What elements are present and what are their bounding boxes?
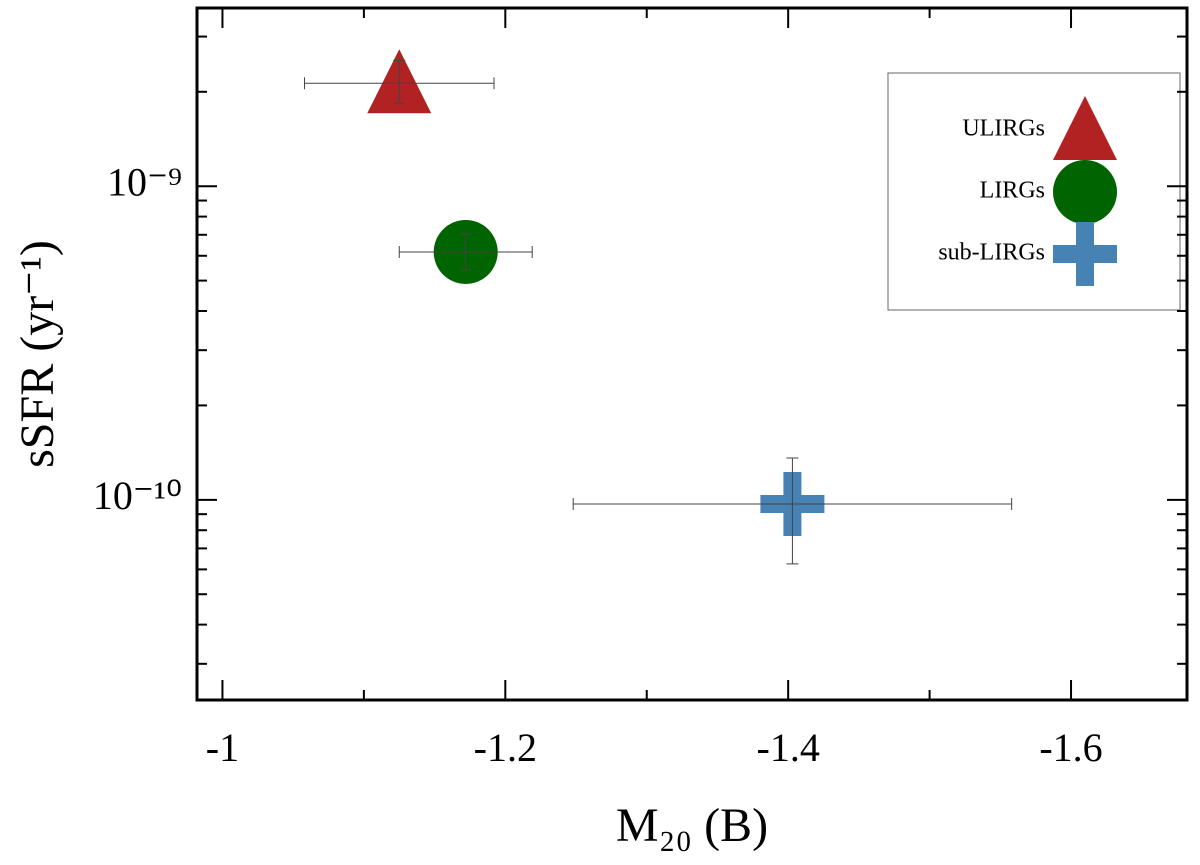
x-tick-label: -1.4 [757,725,820,770]
legend-label: sub-LIRGs [938,240,1045,266]
legend-marker [1053,160,1117,224]
plot-frame [195,6,1189,702]
x-tick-label: -1 [206,725,239,770]
y-error-bar [459,233,472,271]
legend-marker [1053,222,1117,286]
legend-box [887,72,1181,311]
y-axis-label: sSFR (yr⁻¹) [11,240,64,468]
legend-label: LIRGs [980,178,1045,204]
x-tick-label: -1.6 [1039,725,1102,770]
x-tick-label: -1.2 [474,725,537,770]
y-error-bar [786,457,799,565]
legend-label: ULIRGs [962,116,1045,142]
x-axis-label: M₂₀ (B) [616,799,768,852]
y-tick-label: 10⁻¹⁰ [93,473,182,518]
y-tick-label: 10⁻⁹ [107,159,182,204]
legend-marker [1053,96,1117,160]
y-error-bar [393,59,406,104]
